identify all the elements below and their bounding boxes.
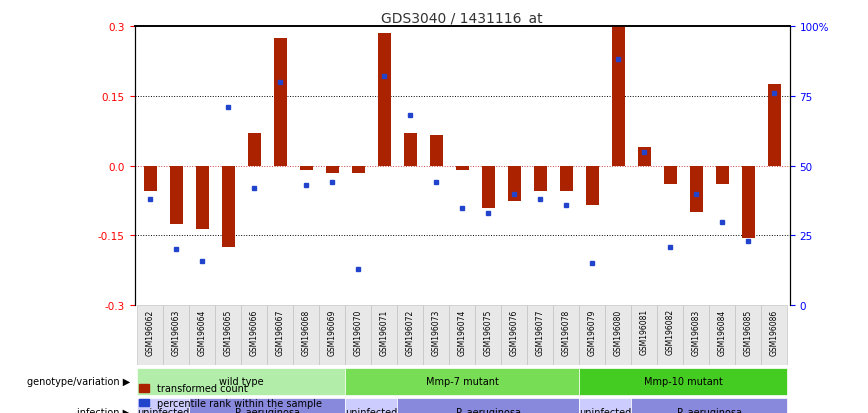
Text: Mmp-7 mutant: Mmp-7 mutant — [426, 376, 498, 386]
FancyBboxPatch shape — [189, 399, 345, 413]
Bar — [247, 134, 260, 166]
FancyBboxPatch shape — [657, 306, 683, 366]
Text: Mmp-10 mutant: Mmp-10 mutant — [644, 376, 723, 386]
FancyBboxPatch shape — [319, 306, 345, 366]
Bar — [143, 166, 156, 192]
FancyBboxPatch shape — [709, 306, 735, 366]
FancyBboxPatch shape — [163, 306, 189, 366]
Text: GSM196073: GSM196073 — [431, 309, 441, 355]
Text: uninfected: uninfected — [137, 407, 189, 413]
Text: GSM196072: GSM196072 — [405, 309, 415, 355]
Bar — [716, 166, 729, 185]
Bar — [378, 34, 391, 166]
Text: GSM196068: GSM196068 — [302, 309, 311, 355]
Bar — [273, 38, 286, 166]
FancyBboxPatch shape — [579, 306, 605, 366]
Text: GSM196071: GSM196071 — [379, 309, 389, 355]
FancyBboxPatch shape — [345, 306, 372, 366]
FancyBboxPatch shape — [553, 306, 579, 366]
Text: GSM196067: GSM196067 — [276, 309, 285, 355]
FancyBboxPatch shape — [527, 306, 553, 366]
Text: GSM196065: GSM196065 — [224, 309, 233, 355]
FancyBboxPatch shape — [450, 306, 475, 366]
FancyBboxPatch shape — [761, 306, 787, 366]
FancyBboxPatch shape — [579, 368, 787, 394]
Text: GSM196074: GSM196074 — [457, 309, 467, 355]
FancyBboxPatch shape — [605, 306, 631, 366]
FancyBboxPatch shape — [241, 306, 267, 366]
Text: GSM196062: GSM196062 — [146, 309, 155, 355]
Text: GSM196075: GSM196075 — [483, 309, 493, 355]
Title: GDS3040 / 1431116_at: GDS3040 / 1431116_at — [381, 12, 543, 26]
FancyBboxPatch shape — [424, 306, 450, 366]
Text: GSM196079: GSM196079 — [588, 309, 596, 355]
Text: GSM196069: GSM196069 — [328, 309, 337, 355]
Bar — [299, 166, 312, 171]
FancyBboxPatch shape — [398, 399, 579, 413]
FancyBboxPatch shape — [735, 306, 761, 366]
Bar — [482, 166, 495, 208]
FancyBboxPatch shape — [683, 306, 709, 366]
Text: GSM196063: GSM196063 — [172, 309, 181, 355]
Bar — [169, 166, 182, 224]
Text: wild type: wild type — [219, 376, 264, 386]
FancyBboxPatch shape — [398, 306, 424, 366]
FancyBboxPatch shape — [345, 399, 398, 413]
Legend: transformed count, percentile rank within the sample: transformed count, percentile rank withi… — [140, 383, 322, 408]
Text: uninfected: uninfected — [579, 407, 631, 413]
Text: infection ▶: infection ▶ — [77, 407, 130, 413]
FancyBboxPatch shape — [345, 368, 579, 394]
Text: GSM196078: GSM196078 — [562, 309, 571, 355]
Bar — [430, 136, 443, 166]
Text: GSM196082: GSM196082 — [666, 309, 674, 355]
Text: GSM196083: GSM196083 — [692, 309, 700, 355]
FancyBboxPatch shape — [372, 306, 398, 366]
Bar — [690, 166, 703, 213]
Text: GSM196085: GSM196085 — [744, 309, 753, 355]
Text: genotype/variation ▶: genotype/variation ▶ — [27, 376, 130, 386]
FancyBboxPatch shape — [215, 306, 241, 366]
FancyBboxPatch shape — [631, 306, 657, 366]
Bar — [404, 134, 417, 166]
Bar — [664, 166, 677, 185]
Bar — [508, 166, 521, 201]
Text: GSM196064: GSM196064 — [198, 309, 207, 355]
Bar — [742, 166, 755, 238]
Bar — [586, 166, 599, 206]
FancyBboxPatch shape — [579, 399, 631, 413]
FancyBboxPatch shape — [631, 399, 787, 413]
Text: GSM196077: GSM196077 — [536, 309, 545, 355]
FancyBboxPatch shape — [501, 306, 527, 366]
Text: P. aeruginosa: P. aeruginosa — [234, 407, 299, 413]
FancyBboxPatch shape — [137, 368, 345, 394]
Text: GSM196080: GSM196080 — [614, 309, 622, 355]
Text: GSM196076: GSM196076 — [510, 309, 519, 355]
FancyBboxPatch shape — [267, 306, 293, 366]
Bar — [560, 166, 573, 192]
Text: GSM196084: GSM196084 — [718, 309, 727, 355]
FancyBboxPatch shape — [293, 306, 319, 366]
Bar — [638, 147, 651, 166]
FancyBboxPatch shape — [475, 306, 501, 366]
Bar — [352, 166, 365, 173]
Bar — [456, 166, 469, 171]
Text: P. aeruginosa: P. aeruginosa — [456, 407, 521, 413]
Bar — [195, 166, 208, 229]
FancyBboxPatch shape — [189, 306, 215, 366]
Text: P. aeruginosa: P. aeruginosa — [677, 407, 742, 413]
Bar — [221, 166, 234, 247]
Text: uninfected: uninfected — [345, 407, 398, 413]
FancyBboxPatch shape — [137, 306, 163, 366]
Text: GSM196066: GSM196066 — [250, 309, 259, 355]
Text: GSM196081: GSM196081 — [640, 309, 648, 355]
Bar — [534, 166, 547, 192]
Bar — [768, 85, 781, 166]
Bar — [612, 0, 625, 166]
Text: GSM196086: GSM196086 — [770, 309, 779, 355]
Text: GSM196070: GSM196070 — [353, 309, 363, 355]
FancyBboxPatch shape — [137, 399, 189, 413]
Bar — [326, 166, 339, 173]
